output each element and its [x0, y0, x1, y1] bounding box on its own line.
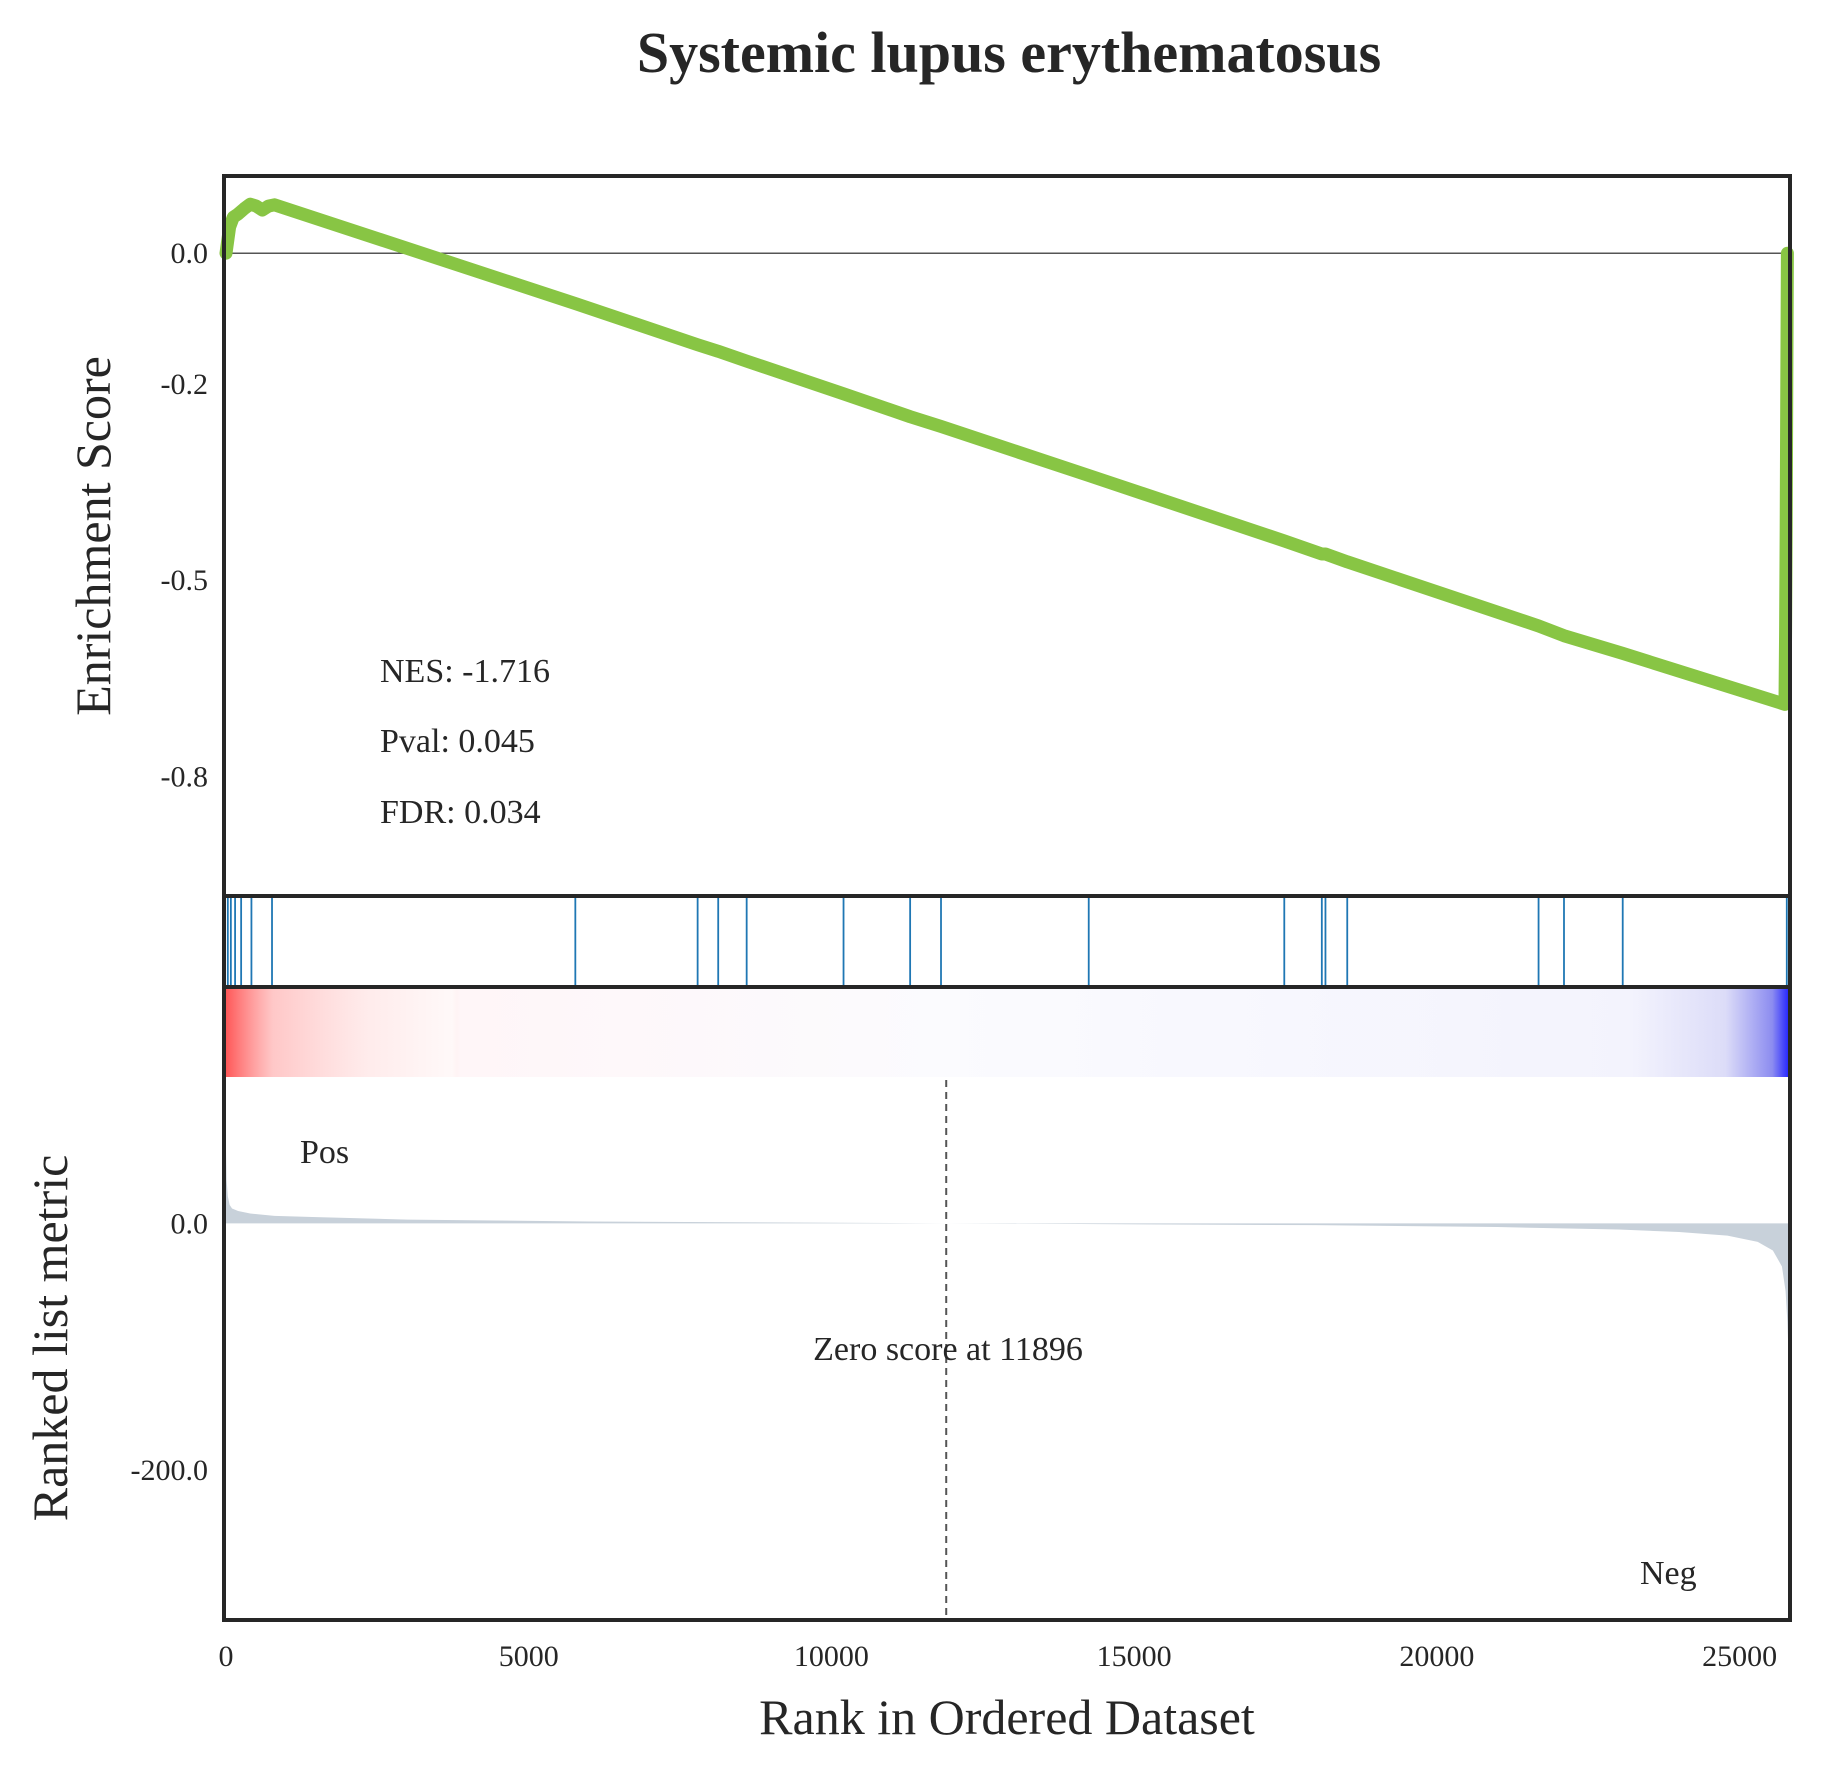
es-y-tick-label: -0.5 [161, 564, 209, 597]
pos-label: Pos [300, 1134, 349, 1171]
ranked-list-panel: 0.0 -200.0 Ranked list metric Pos Neg Zer… [22, 985, 1792, 1622]
enrichment-score-line [219, 197, 1794, 711]
es-y-tick-label: -0.2 [161, 368, 209, 401]
x-tick-label: 20000 [1399, 1640, 1474, 1673]
rank-heat-bar [226, 989, 1788, 1077]
zero-score-annotation: Zero score at 11896 [813, 1331, 1083, 1368]
rank-y-axis-label: Ranked list metric [22, 1155, 78, 1522]
x-tick-label: 25000 [1702, 1640, 1777, 1673]
rank-panel-frame [222, 985, 1792, 1622]
x-axis-ticks: 0 5000 10000 15000 20000 25000 [219, 1640, 1778, 1673]
enrichment-score-panel: 0.0 -0.2 -0.5 -0.8 Enrichment Score NES: -1… [65, 174, 1794, 898]
es-y-axis-label: Enrichment Score [65, 356, 121, 716]
x-tick-label: 5000 [499, 1640, 559, 1673]
nes-annotation: NES: -1.716 [380, 653, 550, 690]
es-y-tick-label: 0.0 [171, 237, 209, 270]
neg-label: Neg [1640, 1555, 1697, 1592]
rank-y-ticks: 0.0 -200.0 [131, 1207, 209, 1487]
es-panel-frame [222, 174, 1792, 898]
x-axis-label: Rank in Ordered Dataset [759, 1689, 1255, 1745]
x-tick-label: 15000 [1097, 1640, 1172, 1673]
hits-panel-frame [222, 894, 1792, 989]
x-tick-label: 10000 [794, 1640, 869, 1673]
rank-y-tick-label: 0.0 [171, 1207, 209, 1240]
es-y-ticks: 0.0 -0.2 -0.5 -0.8 [161, 237, 209, 793]
gene-hits-panel [222, 894, 1792, 989]
es-y-tick-label: -0.8 [161, 760, 209, 793]
fdr-annotation: FDR: 0.034 [380, 794, 541, 831]
pval-annotation: Pval: 0.045 [380, 723, 535, 760]
rank-y-tick-label: -200.0 [131, 1454, 209, 1487]
gene-hit-lines [226, 898, 1788, 985]
x-tick-label: 0 [219, 1640, 234, 1673]
chart-title: Systemic lupus erythematosus [637, 20, 1381, 85]
ranked-metric-area [226, 1149, 1788, 1341]
